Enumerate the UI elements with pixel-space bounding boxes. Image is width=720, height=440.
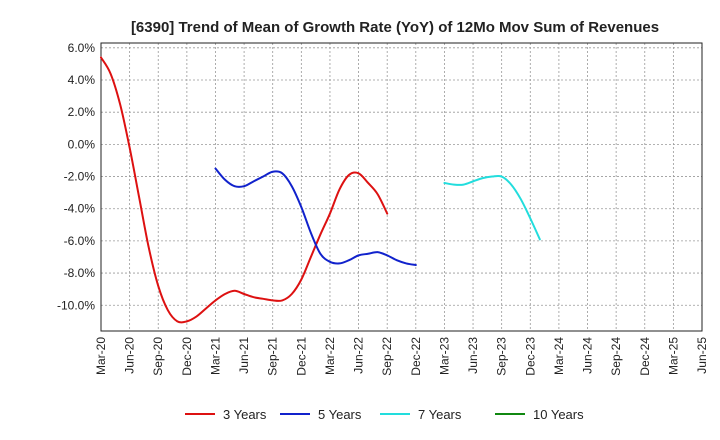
legend: 3 Years 5 Years 7 Years 10 Years bbox=[185, 407, 584, 422]
grid bbox=[100, 43, 703, 331]
y-tick-label: -10.0% bbox=[57, 298, 95, 312]
x-tick-label: Sep-21 bbox=[266, 337, 280, 376]
x-tick-label: Dec-23 bbox=[523, 337, 537, 376]
x-tick-label: Mar-21 bbox=[208, 337, 222, 375]
y-tick-label: -2.0% bbox=[64, 170, 96, 184]
x-tick-label: Jun-24 bbox=[581, 337, 595, 374]
x-tick-label: Mar-23 bbox=[437, 337, 451, 375]
x-tick-label: Mar-24 bbox=[552, 337, 566, 375]
series-lines bbox=[100, 56, 541, 324]
y-tick-label: 6.0% bbox=[68, 41, 96, 55]
x-tick-label: Dec-22 bbox=[409, 337, 423, 376]
x-tick-label: Mar-25 bbox=[666, 337, 680, 375]
y-tick-label: -4.0% bbox=[64, 202, 96, 216]
x-tick-label: Dec-24 bbox=[638, 337, 652, 376]
legend-label-5-years: 5 Years bbox=[318, 407, 362, 422]
y-tick-label: 4.0% bbox=[68, 73, 96, 87]
x-tick-label: Mar-20 bbox=[94, 337, 108, 375]
x-tick-label: Dec-20 bbox=[180, 337, 194, 376]
series-line-7-years bbox=[443, 174, 541, 241]
y-tick-label: -8.0% bbox=[64, 266, 96, 280]
x-tick-label: Jun-21 bbox=[237, 337, 251, 374]
y-tick-label: -6.0% bbox=[64, 234, 96, 248]
chart-title: [6390] Trend of Mean of Growth Rate (YoY… bbox=[131, 19, 659, 36]
y-tick-label: 2.0% bbox=[68, 105, 96, 119]
series-line-5-years bbox=[214, 167, 417, 267]
x-tick-label: Jun-20 bbox=[123, 337, 137, 374]
x-tick-label: Dec-21 bbox=[294, 337, 308, 376]
x-tick-label: Jun-25 bbox=[695, 337, 709, 374]
x-tick-label: Jun-23 bbox=[466, 337, 480, 374]
x-tick-label: Sep-24 bbox=[609, 337, 623, 376]
plot-frame bbox=[100, 42, 703, 332]
x-axis: Mar-20 Jun-20 Sep-20 Dec-20 Mar-21 Jun-21 Sep-… bbox=[94, 337, 709, 376]
x-tick-label: Sep-23 bbox=[495, 337, 509, 376]
x-tick-label: Sep-22 bbox=[380, 337, 394, 376]
x-tick-label: Mar-22 bbox=[323, 337, 337, 375]
y-tick-label: 0.0% bbox=[68, 137, 96, 151]
series-line-3-years bbox=[100, 56, 389, 324]
legend-label-10-years: 10 Years bbox=[533, 407, 584, 422]
legend-label-3-years: 3 Years bbox=[223, 407, 267, 422]
x-tick-label: Sep-20 bbox=[151, 337, 165, 376]
x-tick-label: Jun-22 bbox=[352, 337, 366, 374]
y-axis: 6.0% 4.0% 2.0% 0.0% -2.0% -4.0% -6.0% -8.0% -10.… bbox=[57, 41, 95, 312]
legend-label-7-years: 7 Years bbox=[418, 407, 462, 422]
